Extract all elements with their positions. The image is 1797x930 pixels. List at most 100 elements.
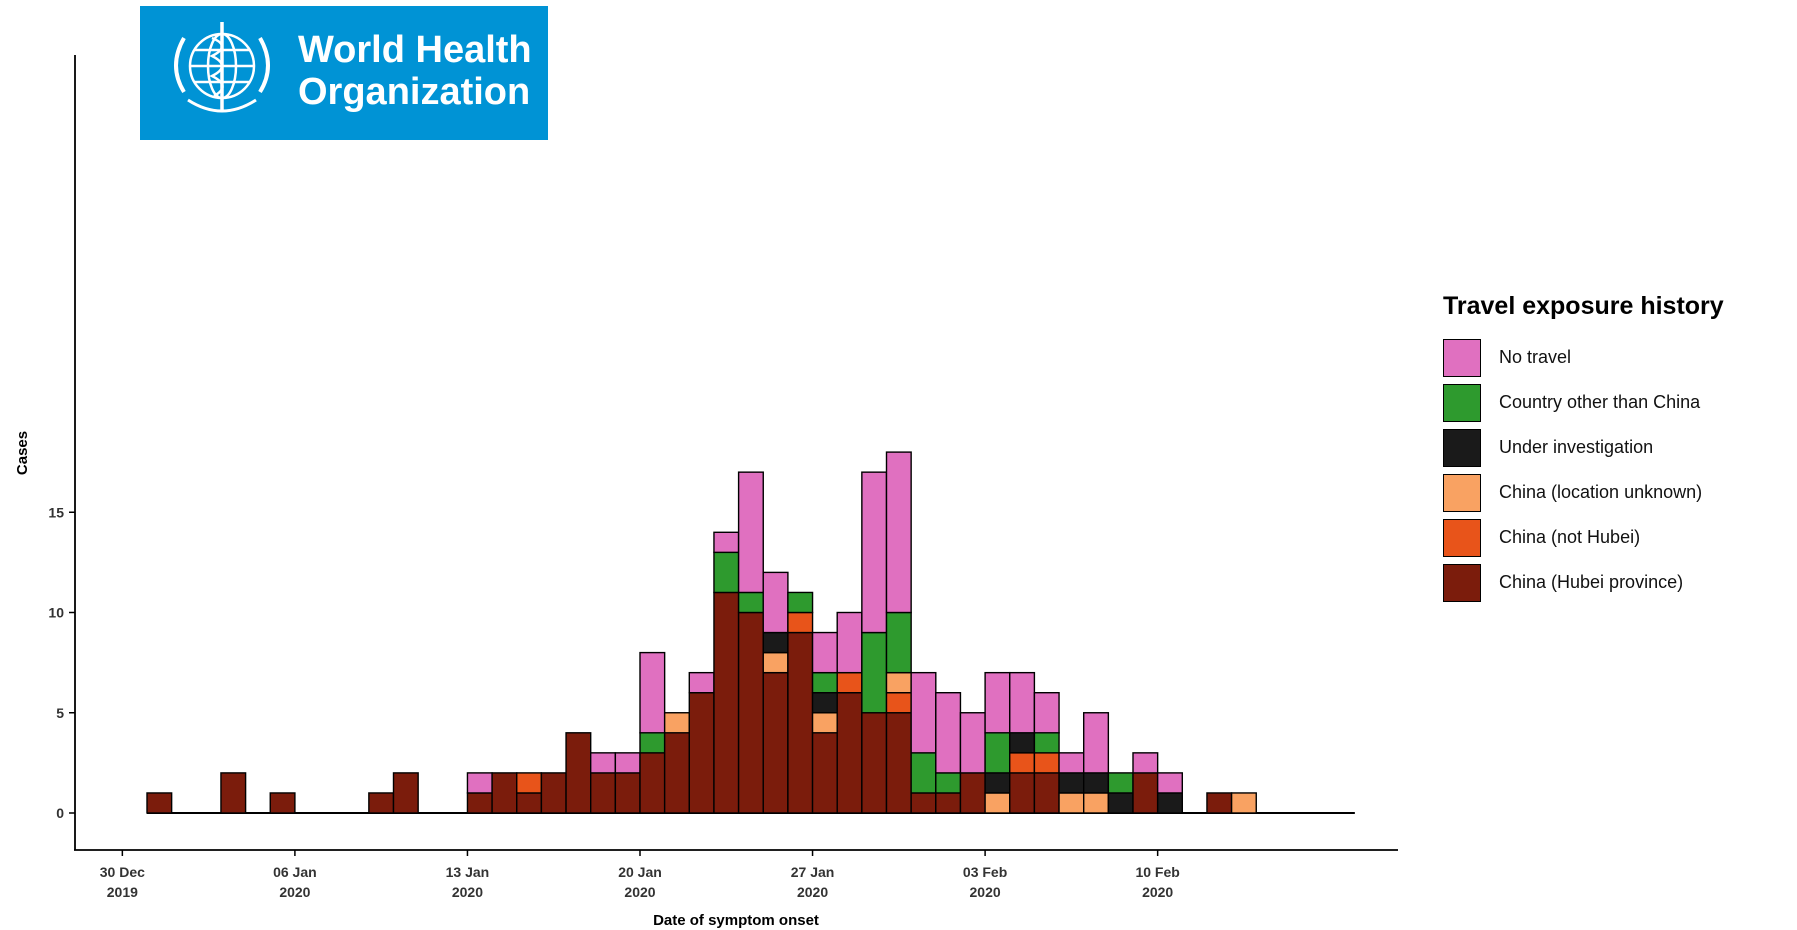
legend-label: China (not Hubei) <box>1499 527 1641 547</box>
x-axis-ticks: 30 Dec 2019 06 Jan 2020 13 Jan 2020 20 Jan 2020… <box>100 850 1180 900</box>
x-tick-label: 20 Jan <box>618 864 662 880</box>
legend-key-swatch <box>1443 518 1481 557</box>
legend-key-swatch <box>1443 383 1481 422</box>
legend-key-swatch <box>1443 428 1481 467</box>
y-tick-label: 10 <box>48 605 64 621</box>
bar-segment <box>1230 792 1257 814</box>
bar-segment <box>466 772 493 794</box>
bar-segment <box>910 752 937 794</box>
bar-segment <box>836 671 863 694</box>
bar-segment <box>516 792 543 814</box>
bar-segment <box>811 631 838 674</box>
x-tick-label-year: 2020 <box>1142 884 1173 900</box>
bar-segment <box>885 712 912 814</box>
who-emblem-icon <box>174 22 270 113</box>
bar-segment <box>1033 732 1060 754</box>
legend-item: Country other than China <box>1443 380 1783 425</box>
bar-segment <box>1058 752 1085 774</box>
bar-segment <box>1009 671 1036 734</box>
bar-segment <box>1009 732 1036 754</box>
bar-segment <box>1156 772 1184 794</box>
bar-segment <box>1132 752 1159 774</box>
bar-segment <box>1107 792 1134 814</box>
bar-segment <box>1009 752 1036 774</box>
x-tick-label-year: 2020 <box>279 884 310 900</box>
legend-item: China (not Hubei) <box>1443 515 1783 560</box>
bar-segment <box>146 792 173 814</box>
bar-segment <box>1082 792 1110 814</box>
bar-segment <box>762 631 789 654</box>
bar-segment <box>1033 752 1060 774</box>
bar-segment <box>984 732 1011 774</box>
bar-segment <box>861 471 888 634</box>
y-tick-label: 15 <box>48 504 64 520</box>
bar-segment <box>590 752 617 774</box>
y-axis-ticks: 0 5 10 15 <box>48 504 75 821</box>
bar-segment <box>713 531 740 554</box>
y-axis-title: Cases <box>14 431 31 475</box>
bar-segment <box>787 611 814 634</box>
legend-key-swatch <box>1443 563 1481 602</box>
bar-segment <box>639 651 666 734</box>
bar-segment <box>762 651 789 674</box>
bar-segment <box>516 772 543 794</box>
bar-segment <box>737 471 764 594</box>
bar-segment <box>639 732 666 754</box>
legend-title: Travel exposure history <box>1443 292 1724 320</box>
bar-segment <box>1009 772 1036 814</box>
bar-segment <box>935 772 962 794</box>
legend-label: China (Hubei province) <box>1499 572 1684 592</box>
bar-segment <box>984 792 1011 814</box>
x-tick-label-year: 2020 <box>797 884 828 900</box>
bar-segment <box>663 732 691 814</box>
bar-segment <box>910 671 937 754</box>
x-tick-label-year: 2019 <box>107 884 138 900</box>
y-tick-label: 0 <box>56 805 64 821</box>
bar-segment <box>885 671 912 694</box>
bar-segment <box>885 451 912 614</box>
bar-segment <box>737 611 764 814</box>
x-tick-label: 30 Dec <box>100 864 145 880</box>
bar-segment <box>590 772 617 814</box>
bar-segment <box>984 671 1011 734</box>
bar-segment <box>491 772 518 814</box>
bar-segment <box>392 772 419 814</box>
bar-segment <box>639 752 666 814</box>
bar-segment <box>1082 772 1110 794</box>
legend-label: Country other than China <box>1499 392 1701 412</box>
bar-segment <box>811 712 838 734</box>
x-tick-label: 06 Jan <box>273 864 317 880</box>
bar-segment <box>1058 792 1085 814</box>
who-logo-line1: World Health <box>298 29 532 71</box>
legend-label: China (location unknown) <box>1499 482 1703 502</box>
bar-segment <box>935 692 962 774</box>
bar-segment <box>614 772 641 814</box>
bar-segment <box>713 551 740 594</box>
bar-segment <box>885 611 912 674</box>
bar-segment <box>787 591 814 614</box>
x-tick-label-year: 2020 <box>624 884 655 900</box>
bar-segment <box>935 792 962 814</box>
bar-segment <box>565 732 592 814</box>
bar-segment <box>1107 772 1134 794</box>
bar-segment <box>688 692 715 814</box>
bar-segment <box>368 792 395 814</box>
bar-segment <box>1206 792 1233 814</box>
bar-segment <box>663 712 691 734</box>
legend-item: Under investigation <box>1443 425 1783 470</box>
bar-segment <box>836 611 863 674</box>
bar-segment <box>614 752 641 774</box>
bar-segment <box>762 671 789 814</box>
legend-item: China (Hubei province) <box>1443 560 1783 605</box>
legend: Travel exposure history No travel Country… <box>1443 292 1783 605</box>
bar-segment <box>1033 692 1060 734</box>
bar-segment <box>713 591 740 814</box>
bar-segment <box>984 772 1011 794</box>
legend-items: No travel Country other than China Under i… <box>1443 335 1783 605</box>
bar-segment <box>811 671 838 694</box>
x-tick-label: 13 Jan <box>446 864 490 880</box>
bar-segment <box>1132 772 1159 814</box>
bar-segments <box>146 451 1257 814</box>
bar-segment <box>1033 772 1060 814</box>
